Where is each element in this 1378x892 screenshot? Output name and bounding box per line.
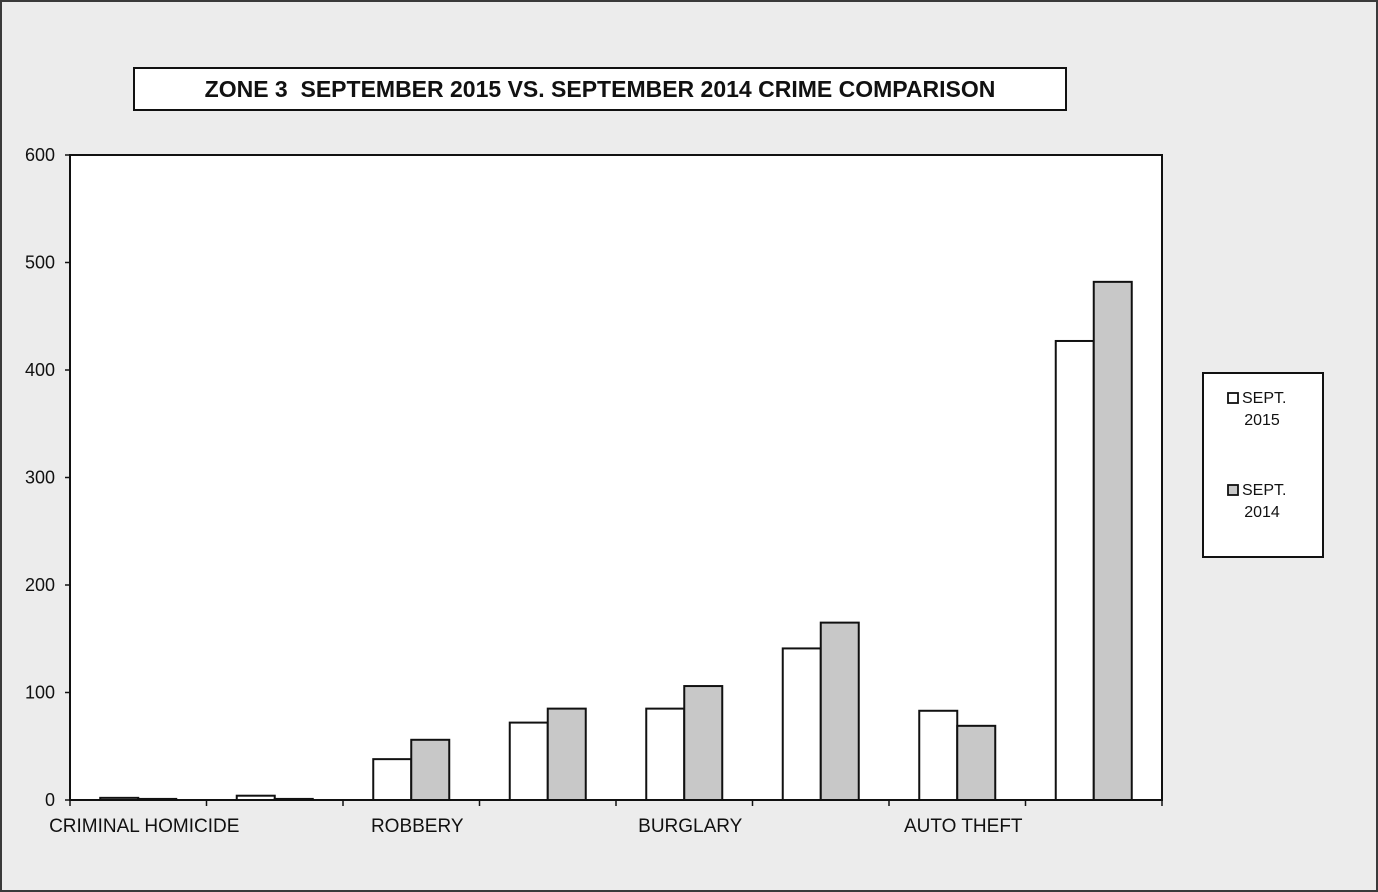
x-category-label: AUTO THEFT xyxy=(904,816,1023,837)
y-tick-label: 600 xyxy=(25,145,55,165)
bar-sept-2015 xyxy=(781,647,822,801)
bar-sept-2014 xyxy=(410,738,451,801)
legend-swatch xyxy=(1227,484,1239,496)
y-tick-label: 300 xyxy=(25,468,55,488)
y-tick-label: 500 xyxy=(25,253,55,273)
x-category-label: BURGLARY xyxy=(638,816,743,837)
bar-sept-2014 xyxy=(546,707,587,801)
y-axis: 0 100 200 300 400 500 600 xyxy=(25,145,70,810)
bar-sept-2015 xyxy=(645,707,686,801)
legend-label: SEPT. 2015 xyxy=(1242,390,1286,429)
chart-title: ZONE 3 SEPTEMBER 2015 VS. SEPTEMBER 2014… xyxy=(205,76,996,102)
y-tick-label: 100 xyxy=(25,683,55,703)
x-category-label: ROBBERY xyxy=(371,816,464,837)
bar-sept-2014 xyxy=(273,797,314,801)
bar-sept-2014 xyxy=(683,685,724,801)
x-axis: CRIMINAL HOMICIDE ROBBERY BURGLARY AUTO THE… xyxy=(49,800,1163,837)
legend-box xyxy=(1202,372,1324,558)
bar-sept-2015 xyxy=(372,758,413,802)
bar-sept-2015 xyxy=(99,796,140,801)
bar-sept-2015 xyxy=(508,721,549,801)
chart-title-box: ZONE 3 SEPTEMBER 2015 VS. SEPTEMBER 2014… xyxy=(133,67,1067,111)
bars xyxy=(99,280,1133,802)
y-tick-label: 0 xyxy=(45,790,55,810)
bar-sept-2015 xyxy=(1054,339,1095,801)
plot-area xyxy=(69,154,1163,801)
bar-sept-2015 xyxy=(918,709,959,802)
legend-label: SEPT. 2014 xyxy=(1242,482,1286,521)
bar-sept-2014 xyxy=(1092,280,1133,802)
y-tick-label: 200 xyxy=(25,575,55,595)
bar-sept-2014 xyxy=(819,621,860,801)
legend-swatch xyxy=(1227,392,1239,404)
bar-sept-2014 xyxy=(956,724,997,802)
legend: SEPT. 2015 SEPT. 2014 xyxy=(1202,372,1324,558)
x-category-label: CRIMINAL HOMICIDE xyxy=(49,816,239,837)
y-tick-label: 400 xyxy=(25,360,55,380)
bar-sept-2015 xyxy=(235,794,276,802)
bar-sept-2014 xyxy=(137,797,178,801)
